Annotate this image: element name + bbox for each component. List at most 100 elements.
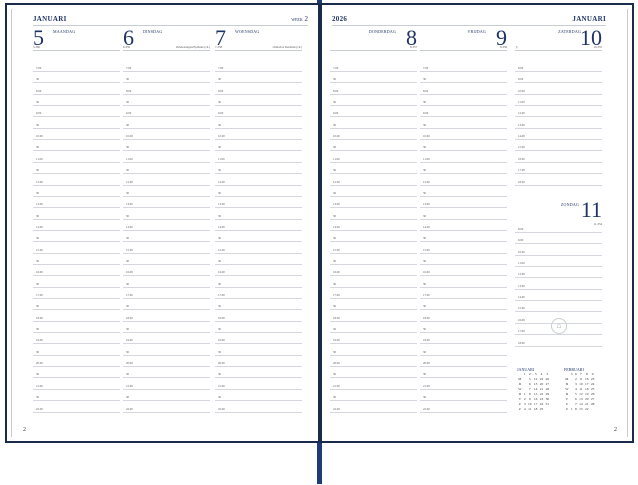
calendar-day[interactable]: 12 <box>533 377 538 381</box>
time-slot-row[interactable]: 30 <box>33 100 120 107</box>
time-slot-row[interactable]: 18.00 <box>515 341 602 347</box>
calendar-day[interactable]: 16 <box>533 397 538 401</box>
time-slot-row[interactable]: 8.00 <box>215 89 302 95</box>
time-slot-row[interactable]: 30 <box>330 123 417 129</box>
time-slot-row[interactable]: 10.00 <box>215 134 302 141</box>
time-slot-row[interactable]: 21.00 <box>123 384 210 390</box>
time-slot-row[interactable]: 11.00 <box>420 157 507 163</box>
time-slot-row[interactable]: 16.00 <box>420 270 507 277</box>
calendar-day[interactable]: 12 <box>579 392 583 396</box>
time-slot-row[interactable]: 7.00 <box>420 66 507 72</box>
time-slot-row[interactable]: 11.00 <box>515 100 602 107</box>
time-slot-row[interactable]: 13.00 <box>330 202 417 209</box>
time-slot-row[interactable]: 30 <box>123 372 210 379</box>
time-slot-row[interactable]: 12.00 <box>123 180 210 186</box>
time-slot-row[interactable]: 30 <box>215 77 302 84</box>
time-slot-row[interactable]: 17.00 <box>330 293 417 299</box>
time-slot-row[interactable]: 30 <box>33 395 120 402</box>
calendar-day[interactable]: 9 <box>580 377 582 381</box>
time-slot-row[interactable]: 30 <box>330 395 417 402</box>
time-slot-row[interactable]: 8.00 <box>420 89 507 95</box>
calendar-day[interactable]: 10 <box>528 402 532 406</box>
calendar-day[interactable]: 20 <box>585 397 589 401</box>
time-slot-row[interactable]: 15.00 <box>215 248 302 254</box>
time-slot-row[interactable]: 12.00 <box>330 180 417 186</box>
time-slot-row[interactable]: 30 <box>123 350 210 356</box>
calendar-day[interactable]: 17 <box>585 382 589 386</box>
time-slot-row[interactable]: 30 <box>33 77 120 84</box>
time-slot-row[interactable]: 30 <box>330 77 417 84</box>
calendar-day[interactable]: 26 <box>545 377 550 381</box>
time-slot-row[interactable]: 30 <box>33 304 120 311</box>
calendar-day[interactable]: 22 <box>539 392 544 396</box>
calendar-day[interactable]: 28 <box>590 402 595 406</box>
time-slot-row[interactable]: 30 <box>420 304 507 311</box>
time-slot-row[interactable]: 16.00 <box>33 270 120 277</box>
time-slot-row[interactable]: 20.00 <box>330 361 417 368</box>
time-slot-row[interactable]: 30 <box>420 372 507 379</box>
calendar-day[interactable]: 23 <box>539 397 544 401</box>
time-slot-row[interactable]: 17.00 <box>515 329 602 336</box>
time-slot-row[interactable]: 8.00 <box>123 89 210 95</box>
time-slot-row[interactable]: 13.00 <box>515 123 602 129</box>
time-slot-row[interactable]: 15.00 <box>330 248 417 254</box>
time-slot-row[interactable]: 30 <box>123 327 210 334</box>
time-slot-row[interactable]: 14.00 <box>420 225 507 231</box>
time-slot-row[interactable]: 19.00 <box>420 338 507 345</box>
calendar-day[interactable]: 27 <box>590 397 595 401</box>
time-slot-row[interactable]: 30 <box>215 350 302 356</box>
calendar-day[interactable]: 8 <box>575 407 577 411</box>
calendar-day[interactable]: 25 <box>590 387 595 391</box>
time-slot-row[interactable]: 30 <box>420 123 507 129</box>
time-slot-row[interactable]: 17.00 <box>33 293 120 299</box>
calendar-day[interactable]: 15 <box>579 407 583 411</box>
time-slot-row[interactable]: 20.00 <box>33 361 120 368</box>
time-slot-row[interactable]: 20.00 <box>420 361 507 368</box>
time-slot-row[interactable]: 21.00 <box>330 384 417 390</box>
time-slot-row[interactable]: 10.00 <box>420 134 507 141</box>
calendar-day[interactable]: 2 <box>575 377 577 381</box>
time-slot-row[interactable]: 30 <box>123 395 210 402</box>
time-slot-row[interactable]: 19.00 <box>33 338 120 345</box>
time-slot-row[interactable]: 15.00 <box>123 248 210 254</box>
time-slot-row[interactable]: 9.00 <box>515 77 602 84</box>
time-slot-row[interactable]: 30 <box>33 214 120 220</box>
time-slot-row[interactable]: 30 <box>420 395 507 402</box>
time-slot-row[interactable]: 30 <box>33 123 120 129</box>
time-slot-row[interactable]: 30 <box>215 214 302 220</box>
calendar-day[interactable]: 16 <box>585 377 589 381</box>
time-slot-row[interactable]: 30 <box>123 77 210 84</box>
calendar-day[interactable]: 9 <box>528 397 531 401</box>
time-slot-row[interactable]: 13.00 <box>33 202 120 209</box>
calendar-day[interactable]: 4 <box>523 407 526 411</box>
time-slot-row[interactable]: 19.00 <box>215 338 302 345</box>
time-slot-row[interactable]: 30 <box>330 100 417 107</box>
time-slot-row[interactable]: 30 <box>123 282 210 288</box>
calendar-day[interactable]: 10 <box>579 382 583 386</box>
calendar-day[interactable]: 3 <box>523 402 526 406</box>
time-slot-row[interactable]: 30 <box>420 77 507 84</box>
time-slot-row[interactable]: 30 <box>420 327 507 334</box>
calendar-day[interactable]: 6 <box>575 397 577 401</box>
time-slot-row[interactable]: 15.00 <box>515 145 602 152</box>
time-slot-row[interactable]: 30 <box>33 327 120 334</box>
time-slot-row[interactable]: 30 <box>330 282 417 288</box>
time-slot-row[interactable]: 30 <box>33 236 120 243</box>
time-slot-row[interactable]: 30 <box>215 327 302 334</box>
time-slot-row[interactable]: 30 <box>215 282 302 288</box>
time-slot-row[interactable]: 30 <box>123 168 210 175</box>
calendar-day[interactable]: 30 <box>545 397 550 401</box>
time-slot-row[interactable]: 9.00 <box>420 111 507 118</box>
calendar-day[interactable]: 21 <box>539 387 544 391</box>
calendar-day[interactable]: 13 <box>579 397 583 401</box>
calendar-day[interactable]: 21 <box>585 402 589 406</box>
calendar-day[interactable]: 5 <box>528 377 531 381</box>
time-slot-row[interactable]: 18.00 <box>215 316 302 322</box>
calendar-day[interactable] <box>544 407 550 412</box>
time-slot-row[interactable]: 30 <box>123 123 210 129</box>
calendar-day[interactable]: 19 <box>585 392 589 396</box>
time-slot-row[interactable]: 30 <box>420 100 507 107</box>
time-slot-row[interactable]: 30 <box>330 191 417 197</box>
time-slot-row[interactable]: 11.00 <box>515 261 602 268</box>
time-slot-row[interactable]: 13.00 <box>215 202 302 209</box>
